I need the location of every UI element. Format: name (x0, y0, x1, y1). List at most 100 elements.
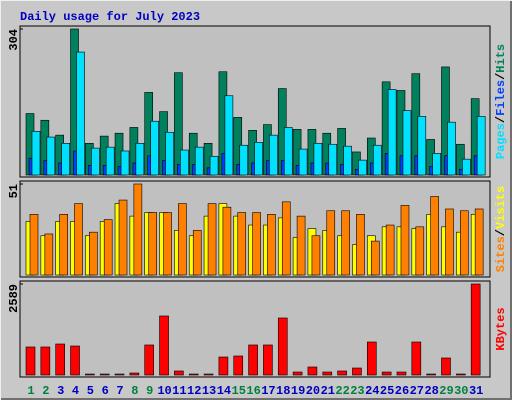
bar (415, 226, 425, 276)
bar (411, 341, 422, 376)
bar (99, 373, 110, 376)
bar (192, 230, 202, 276)
bar (76, 51, 85, 176)
x-tick-label: 22 (335, 384, 349, 398)
legend-entry: Files (494, 80, 508, 116)
bar (233, 355, 244, 376)
bar (313, 143, 323, 176)
bar (441, 357, 451, 376)
x-tick-label: 11 (172, 384, 186, 398)
x-tick-label: 23 (350, 384, 364, 398)
x-tick-label: 12 (187, 384, 201, 398)
chart-title: Daily usage for July 2023 (20, 10, 200, 24)
bar (283, 127, 293, 176)
x-tick-label: 28 (424, 384, 438, 398)
x-tick-label: 5 (87, 384, 94, 398)
bar (326, 210, 336, 276)
bar (426, 373, 436, 376)
bar (385, 224, 395, 276)
bar (456, 373, 466, 376)
y-tick-label: 51 (7, 184, 21, 198)
x-tick-label: 24 (365, 384, 379, 398)
bar (248, 344, 258, 376)
x-tick-label: 25 (380, 384, 394, 398)
bar (296, 215, 306, 276)
x-tick-label: 2 (42, 384, 49, 398)
x-tick-label: 27 (410, 384, 424, 398)
bar (209, 155, 219, 176)
bar (74, 203, 83, 276)
legend-entry: KBytes (494, 307, 508, 350)
bar (239, 144, 249, 176)
bar (396, 371, 407, 376)
bar (194, 146, 204, 176)
bar (70, 345, 80, 376)
bar (148, 212, 158, 276)
bar (474, 208, 484, 276)
bar (174, 370, 184, 376)
bar (118, 199, 128, 276)
bar (61, 143, 70, 176)
bar (341, 210, 350, 276)
x-tick-label: 15 (232, 384, 246, 398)
x-tick-label: 26 (395, 384, 409, 398)
bar (254, 142, 263, 176)
x-tick-label: 16 (246, 384, 260, 398)
x-tick-label: 8 (131, 384, 138, 398)
x-tick-label: 4 (72, 384, 79, 398)
bar (432, 153, 441, 176)
bar (237, 212, 247, 276)
bar (322, 371, 333, 376)
x-tick-label: 17 (261, 384, 275, 398)
bar (165, 131, 174, 176)
bar (207, 203, 217, 276)
bar (277, 317, 288, 376)
bar (267, 214, 276, 276)
bar (31, 130, 41, 176)
bar (417, 116, 427, 176)
x-tick-label: 14 (217, 384, 231, 398)
bar (447, 121, 456, 176)
bar (430, 196, 439, 276)
bar (120, 150, 130, 176)
x-tick-label: 29 (439, 384, 453, 398)
bar (150, 120, 160, 176)
bar (40, 346, 51, 376)
bar (358, 159, 367, 176)
x-tick-label: 30 (454, 384, 468, 398)
bar (55, 343, 65, 376)
bar (298, 148, 308, 176)
bar (400, 205, 410, 276)
x-tick-label: 1 (27, 384, 34, 398)
bar (352, 367, 362, 376)
bar (29, 214, 39, 276)
legend: KBytes (494, 307, 508, 350)
x-tick-label: 3 (57, 384, 64, 398)
bar (222, 206, 232, 276)
y-tick-label: 2589 (7, 284, 21, 313)
x-tick-label: 13 (202, 384, 216, 398)
x-tick-label: 7 (116, 384, 123, 398)
bar (460, 210, 469, 276)
bar (328, 143, 338, 176)
x-tick-label: 10 (157, 384, 171, 398)
y-tick-label: 304 (7, 29, 21, 51)
bar (263, 344, 273, 376)
x-tick-label: 31 (469, 384, 483, 398)
bar (224, 95, 234, 176)
bar (445, 208, 454, 276)
bar (129, 372, 140, 376)
bar (46, 136, 56, 176)
legend-entry: Pages (494, 123, 508, 159)
bar (105, 146, 115, 176)
bar (91, 147, 100, 176)
legend-separator: / (494, 116, 508, 123)
x-tick-label: 18 (276, 384, 290, 398)
bar (311, 235, 321, 276)
bar (159, 315, 169, 376)
bar (89, 231, 98, 276)
bar (476, 116, 486, 176)
bar (470, 283, 481, 376)
